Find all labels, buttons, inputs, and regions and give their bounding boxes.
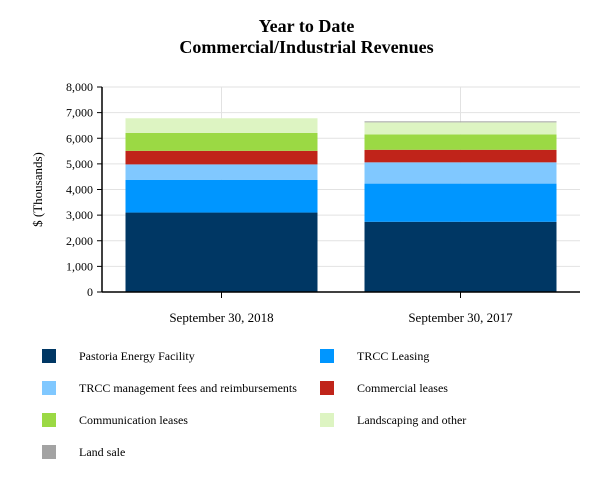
bar-segment <box>364 149 557 163</box>
bar-segment <box>125 118 318 133</box>
legend-swatch <box>42 381 56 395</box>
bar-segment <box>125 164 318 180</box>
x-tick-label: September 30, 2018 <box>169 310 273 325</box>
legend-label: Landscaping and other <box>357 412 467 427</box>
bar-segment <box>364 121 557 123</box>
y-tick-label: 1,000 <box>66 259 93 273</box>
bar-segment <box>125 179 318 213</box>
chart-title-line-2: Commercial/Industrial Revenues <box>179 37 434 57</box>
x-tick-label: September 30, 2017 <box>408 310 513 325</box>
legend-item: Land sale <box>42 444 125 460</box>
bar-segment <box>364 183 557 222</box>
legend-label: TRCC management fees and reimbursements <box>79 380 297 395</box>
stacked-bar-chart: 0 1,000 2,000 3,000 4,000 5,000 6,000 7,000 8,00… <box>30 80 580 325</box>
bar-segment <box>125 150 318 165</box>
legend-item: Communication leases <box>42 412 188 428</box>
legend-item: TRCC Leasing <box>320 348 429 364</box>
y-tick-label: 4,000 <box>66 183 93 197</box>
legend-label: Pastoria Energy Facility <box>79 348 195 363</box>
legend-item: TRCC management fees and reimbursements <box>42 380 297 396</box>
chart-title-line-1: Year to Date <box>258 16 355 36</box>
y-tick-label: 5,000 <box>66 157 93 171</box>
legend-swatch <box>42 349 56 363</box>
legend-label: Commercial leases <box>357 380 448 395</box>
legend-label: Land sale <box>79 444 126 459</box>
bar-segment <box>125 132 318 151</box>
legend-swatch <box>42 445 56 459</box>
legend-item: Pastoria Energy Facility <box>42 348 195 364</box>
y-tick-label: 7,000 <box>66 106 93 120</box>
y-tick-label: 6,000 <box>66 131 93 145</box>
bar-segment <box>125 212 318 292</box>
legend-item: Commercial leases <box>320 380 448 396</box>
y-tick-label: 2,000 <box>66 234 93 248</box>
y-tick-label: 8,000 <box>66 80 93 94</box>
legend-label: TRCC Leasing <box>357 348 430 363</box>
legend-swatch <box>320 413 334 427</box>
legend-label: Communication leases <box>79 412 188 427</box>
bar-segment <box>364 134 557 150</box>
legend-swatch <box>42 413 56 427</box>
y-tick-label: 3,000 <box>66 208 93 222</box>
bar-segment <box>364 221 557 292</box>
y-tick-label: 0 <box>87 285 93 299</box>
legend-item: Landscaping and other <box>320 412 466 428</box>
legend-swatch <box>320 349 334 363</box>
y-axis-label: $ (Thousands) <box>30 152 45 227</box>
bar-segment <box>364 162 557 184</box>
legend-swatch <box>320 381 334 395</box>
bar-segment <box>364 122 557 135</box>
